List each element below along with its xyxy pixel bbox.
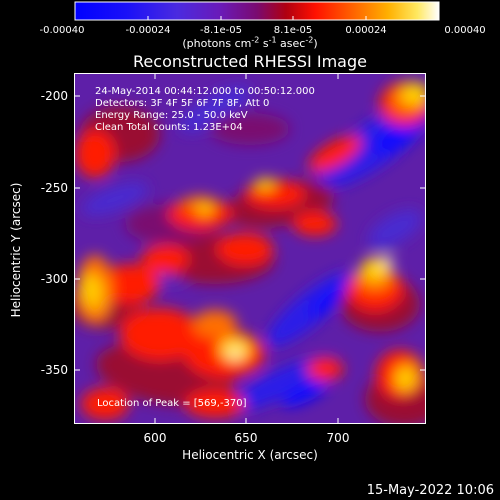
- detectors-text: Detectors: 3F 4F 5F 6F 7F 8F, Att 0: [95, 98, 270, 109]
- intensity-region: [368, 209, 422, 249]
- x-tick-label: 650: [235, 431, 258, 445]
- intensity-region: [75, 130, 115, 178]
- intensity-region: [307, 357, 343, 381]
- intensity-region: [81, 182, 149, 216]
- intensity-region: [193, 310, 237, 338]
- intensity-region: [82, 273, 98, 305]
- colorbar-tick-label: 0.00040: [444, 25, 485, 36]
- plot-title: Reconstructed RHESSI Image: [133, 52, 367, 71]
- colorbar-unit-label: (photons cm-2 s-1 asec-2): [182, 35, 318, 50]
- colorbar: -0.00040 -0.00024 -8.1e-05 8.1e-05 0.000…: [40, 1, 486, 36]
- intensity-region: [210, 113, 290, 145]
- colorbar-ticks: [74, 16, 440, 20]
- generation-timestamp: 15-May-2022 10:06: [366, 483, 494, 498]
- colorbar-tick-label: -0.00040: [40, 25, 85, 36]
- intensity-region: [310, 281, 350, 317]
- intensity-region: [100, 264, 160, 304]
- intensity-region: [255, 178, 275, 190]
- intensity-region: [120, 308, 200, 360]
- x-tick-label: 600: [144, 431, 167, 445]
- y-tick-label: -350: [41, 363, 68, 377]
- y-tick-label: -250: [41, 181, 68, 195]
- colorbar-tick-label: -8.1e-05: [200, 25, 242, 36]
- image-plot-area: 24-May-2014 00:44:12.000 to 00:50:12.000…: [74, 73, 426, 424]
- intensity-region: [245, 180, 305, 208]
- intensity-region: [395, 367, 415, 391]
- intensity-region: [381, 256, 393, 268]
- x-axis-label: Heliocentric X (arcsec): [182, 448, 318, 462]
- intensity-region: [401, 82, 425, 106]
- intensity-region: [228, 348, 242, 360]
- x-tick-label: 700: [327, 431, 350, 445]
- intensity-region: [217, 233, 273, 265]
- intensity-region: [185, 390, 245, 418]
- intensity-region: [141, 245, 189, 273]
- y-tick-label: -300: [41, 272, 68, 286]
- colorbar-gradient: [74, 1, 440, 21]
- intensity-region: [81, 388, 129, 420]
- rhessi-image-map: [75, 74, 425, 423]
- intensity-region: [308, 135, 362, 173]
- colorbar-tick-label: 8.1e-05: [274, 25, 312, 36]
- time-range-text: 24-May-2014 00:44:12.000 to 00:50:12.000: [95, 86, 315, 97]
- colorbar-tick-label: 0.00024: [345, 25, 386, 36]
- intensity-region: [293, 212, 337, 236]
- colorbar-tick-label: -0.00024: [126, 25, 171, 36]
- y-tick-label: -200: [41, 89, 68, 103]
- intensity-region: [282, 381, 328, 407]
- energy-range-text: Energy Range: 25.0 - 50.0 keV: [95, 110, 248, 121]
- method-counts-text: Clean Total counts: 1.23E+04: [95, 122, 243, 133]
- intensity-region: [197, 203, 213, 215]
- peak-location-text: Location of Peak = [569,-370]: [97, 398, 247, 409]
- intensity-region: [179, 85, 251, 133]
- y-axis-label: Heliocentric Y (arcsec): [9, 182, 23, 318]
